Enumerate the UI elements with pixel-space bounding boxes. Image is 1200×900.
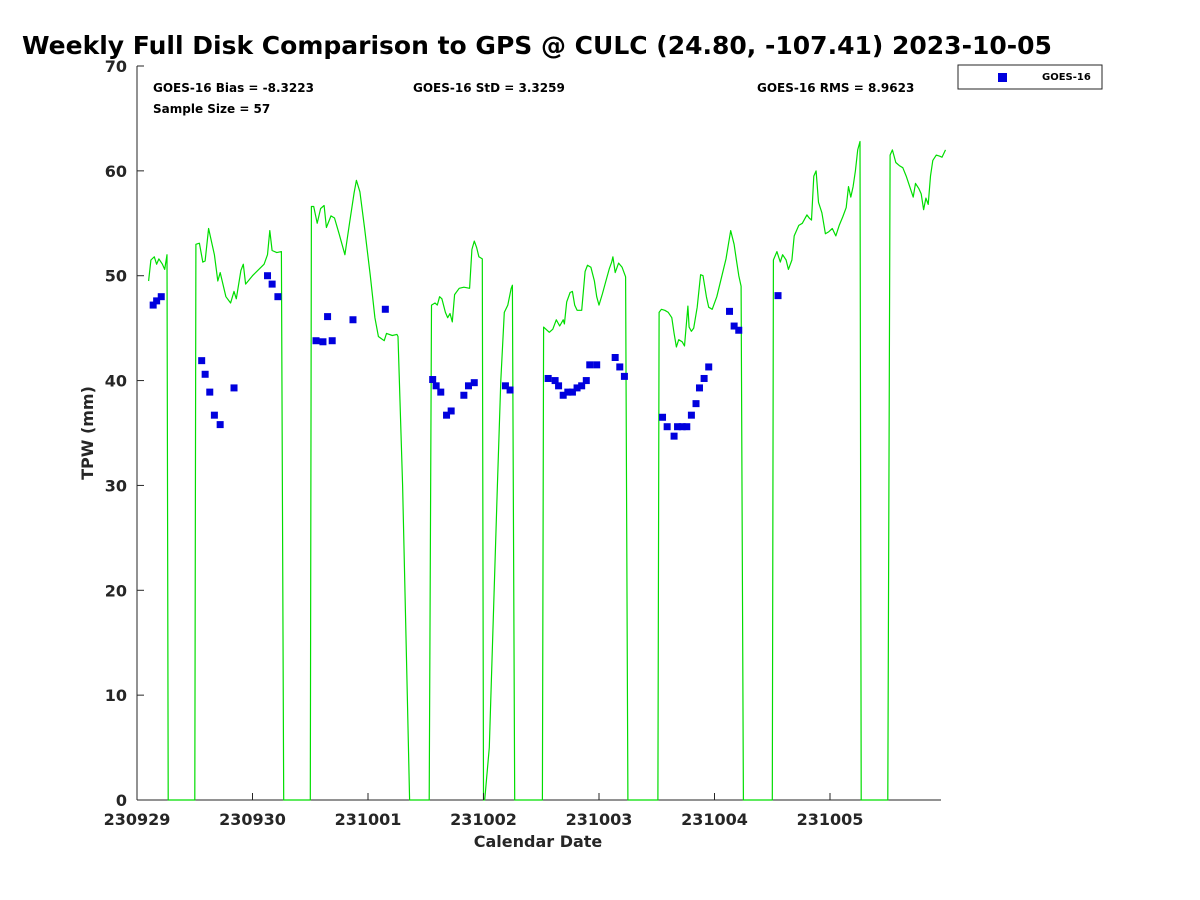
y-tick-label: 60 — [105, 162, 127, 181]
goes16-point — [381, 305, 389, 313]
goes16-point — [506, 386, 514, 394]
goes16-point — [774, 292, 782, 300]
goes16-point — [274, 293, 282, 301]
goes16-point — [447, 407, 455, 415]
goes16-point — [551, 377, 559, 385]
goes16-point — [582, 377, 590, 385]
x-tick-label: 231002 — [450, 810, 517, 829]
goes16-point — [659, 413, 667, 421]
goes16-point — [470, 379, 478, 387]
goes16-point-layer — [149, 272, 782, 440]
rms-stat: GOES-16 RMS = 8.9623 — [757, 81, 914, 95]
goes16-point — [700, 374, 708, 382]
x-tick-label: 231004 — [681, 810, 748, 829]
goes16-point — [695, 384, 703, 392]
goes16-point — [443, 411, 451, 419]
x-ticks: 230929 230930 231001 231002 231003 231004 2310… — [104, 793, 864, 829]
legend-label-goes16: GOES-16 — [1042, 72, 1091, 83]
goes16-point — [593, 361, 601, 369]
goes16-point — [153, 297, 161, 305]
goes16-point — [544, 374, 552, 382]
goes16-point — [432, 382, 440, 390]
goes16-point — [568, 388, 576, 396]
x-tick-label: 230930 — [219, 810, 286, 829]
y-tick-label: 10 — [105, 686, 127, 705]
plot-frame — [137, 66, 941, 800]
goes16-point — [201, 370, 209, 378]
y-tick-label: 70 — [105, 57, 127, 76]
y-tick-label: 30 — [105, 476, 127, 495]
goes16-point — [687, 411, 695, 419]
goes16-point — [611, 354, 619, 362]
x-tick-label: 231005 — [797, 810, 864, 829]
goes16-point — [210, 411, 218, 419]
goes16-point — [678, 423, 686, 431]
goes16-point — [564, 388, 572, 396]
y-axis-label: TPW (mm) — [78, 386, 97, 480]
gps-tpw-line — [148, 140, 947, 801]
x-tick-label: 231001 — [335, 810, 402, 829]
goes16-point — [586, 361, 594, 369]
y-ticks: 0 10 20 30 40 50 60 70 — [105, 57, 144, 810]
goes16-point — [264, 272, 272, 280]
chart-title: Weekly Full Disk Comparison to GPS @ CUL… — [22, 31, 1052, 60]
goes16-point — [157, 293, 165, 301]
goes16-point — [692, 400, 700, 408]
goes16-point — [616, 363, 624, 371]
goes16-point — [328, 337, 336, 345]
goes16-point — [324, 313, 332, 321]
goes16-point — [735, 326, 743, 334]
goes16-point — [670, 432, 678, 440]
plot-area: 0 10 20 30 40 50 60 70 230929 230930 231001 231002… — [104, 57, 947, 829]
std-stat: GOES-16 StD = 3.3259 — [413, 81, 565, 95]
goes16-point — [230, 384, 238, 392]
goes16-point — [501, 382, 509, 390]
goes16-point — [268, 280, 276, 288]
y-tick-label: 50 — [105, 267, 127, 286]
goes16-point — [674, 423, 682, 431]
legend-marker-goes16 — [998, 73, 1007, 82]
gps-line-layer — [148, 140, 947, 801]
goes16-point — [620, 372, 628, 380]
goes16-point — [555, 382, 563, 390]
goes16-point — [429, 376, 437, 384]
goes16-point — [573, 384, 581, 392]
goes16-point — [460, 391, 468, 399]
goes16-point — [730, 322, 738, 330]
sample-size-stat: Sample Size = 57 — [153, 102, 270, 116]
goes16-point — [437, 388, 445, 396]
y-tick-label: 40 — [105, 372, 127, 391]
goes16-point — [216, 421, 224, 429]
y-tick-label: 20 — [105, 581, 127, 600]
goes16-point — [198, 357, 206, 365]
goes16-point — [726, 307, 734, 315]
goes16-point — [349, 316, 357, 324]
goes16-point — [705, 363, 713, 371]
goes16-point — [149, 301, 157, 309]
goes16-point — [663, 423, 671, 431]
legend-box — [957, 64, 1103, 90]
goes16-point — [683, 423, 691, 431]
bias-stat: GOES-16 Bias = -8.3223 — [153, 81, 314, 95]
goes16-point — [578, 382, 586, 390]
goes16-point — [206, 388, 214, 396]
y-tick-label: 0 — [116, 791, 127, 810]
x-tick-label: 231003 — [566, 810, 633, 829]
goes16-point — [319, 338, 327, 346]
x-axis-label: Calendar Date — [474, 832, 603, 851]
goes16-point — [312, 337, 320, 345]
goes16-point — [464, 382, 472, 390]
x-tick-label: 230929 — [104, 810, 171, 829]
goes16-point — [559, 391, 567, 399]
legend: GOES-16 — [957, 64, 1103, 90]
